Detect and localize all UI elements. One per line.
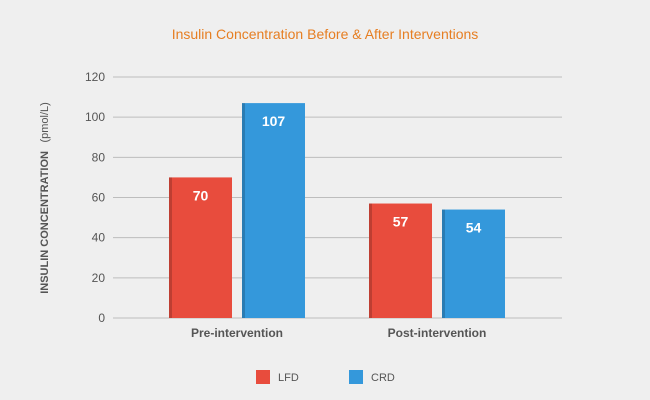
x-tick-label: Post-intervention — [388, 326, 487, 340]
bar-lfd-0 — [169, 177, 232, 318]
y-tick-label: 20 — [92, 271, 106, 285]
data-label: 57 — [393, 214, 409, 230]
bar-edge-shade — [169, 177, 172, 318]
data-label: 70 — [193, 187, 209, 203]
x-tick-labels: Pre-intervention Post-intervention — [191, 326, 486, 340]
y-tick-labels: 0 20 40 60 80 100 120 — [85, 70, 105, 325]
bar-edge-shade — [369, 203, 372, 318]
y-tick-label: 120 — [85, 70, 105, 84]
x-tick-label: Pre-intervention — [191, 326, 283, 340]
bar-lfd-1 — [369, 203, 432, 318]
y-tick-label: 0 — [98, 311, 105, 325]
bar — [242, 103, 305, 318]
data-labels: 70 107 57 54 — [193, 113, 482, 235]
y-axis-label-main: INSULIN CONCENTRATION — [39, 151, 51, 294]
chart-title: Insulin Concentration Before & After Int… — [172, 26, 479, 42]
bars — [169, 103, 505, 318]
legend-item-crd[interactable]: CRD — [349, 370, 395, 384]
y-axis-label-unit: (pmol/L) — [39, 102, 51, 142]
data-label: 107 — [262, 113, 286, 129]
bar-crd-1 — [442, 209, 505, 318]
y-tick-label: 60 — [92, 191, 106, 205]
bar-edge-shade — [242, 103, 245, 318]
data-label: 54 — [466, 220, 482, 236]
y-tick-label: 40 — [92, 231, 106, 245]
y-tick-label: 80 — [92, 150, 106, 164]
bar — [369, 203, 432, 318]
y-axis-label: INSULIN CONCENTRATION (pmol/L) — [35, 102, 52, 294]
bar-edge-shade — [442, 209, 445, 318]
legend-item-lfd[interactable]: LFD — [256, 370, 299, 384]
bar-crd-0 — [242, 103, 305, 318]
legend-label: LFD — [278, 372, 299, 384]
y-tick-label: 100 — [85, 110, 105, 124]
legend-swatch — [256, 370, 270, 384]
legend[interactable]: LFD CRD — [256, 370, 395, 384]
bar — [169, 177, 232, 318]
legend-label: CRD — [371, 372, 395, 384]
bar — [442, 209, 505, 318]
legend-swatch — [349, 370, 363, 384]
